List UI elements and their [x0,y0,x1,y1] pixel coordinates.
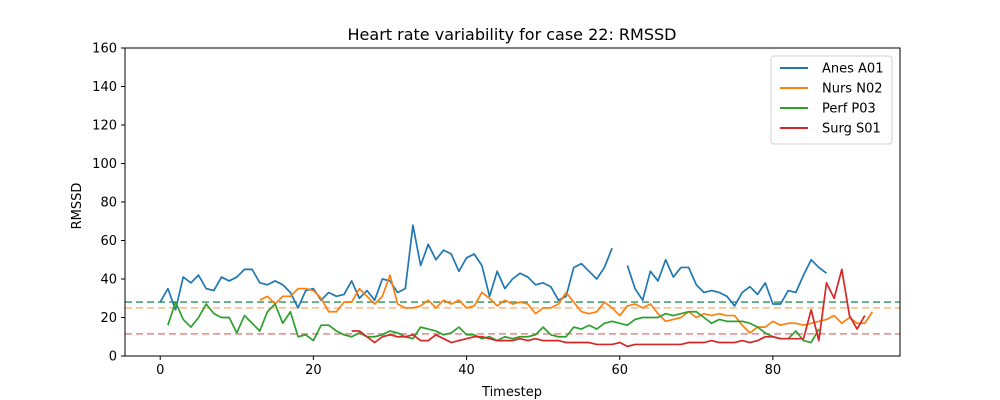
y-tick-label: 20 [100,311,117,326]
y-tick-label: 120 [92,119,117,134]
y-tick-label: 100 [92,157,117,172]
x-tick-label: 20 [305,363,322,378]
chart-title: Heart rate variability for case 22: RMSS… [348,25,677,44]
axes: 0 20 40 60 80 0 20 40 60 80 100 120 140 160 [92,42,901,378]
y-axis-label: RMSSD [70,183,85,230]
series-line-3-segment-0 [351,268,866,348]
y-tick-label: 140 [92,80,117,95]
series-line-2-segment-0 [167,301,820,344]
series-line-0-segment-0 [159,224,613,311]
legend-label-3: Surg S01 [822,122,881,137]
series-line-0-segment-1 [626,258,827,307]
x-tick-label: 60 [611,363,628,378]
x-tick-label: 0 [156,363,164,378]
legend-box [770,55,893,145]
y-tick-label: 40 [100,273,117,288]
y-tick-label: 80 [100,196,117,211]
legend: Anes A01 Nurs N02 Perf P03 Surg S01 [770,55,893,145]
x-tick-label: 40 [458,363,475,378]
x-tick-label: 80 [765,363,782,378]
legend-label-2: Perf P03 [822,102,876,117]
x-axis-label: Timestep [481,385,542,400]
y-tick-label: 160 [92,42,117,57]
y-tick-label: 0 [109,350,117,365]
legend-label-1: Nurs N02 [822,82,882,97]
reference-lines [125,301,900,335]
series-lines [159,224,874,348]
series-line-1-segment-0 [259,274,874,334]
y-tick-label: 60 [100,234,117,249]
legend-label-0: Anes A01 [822,62,883,77]
